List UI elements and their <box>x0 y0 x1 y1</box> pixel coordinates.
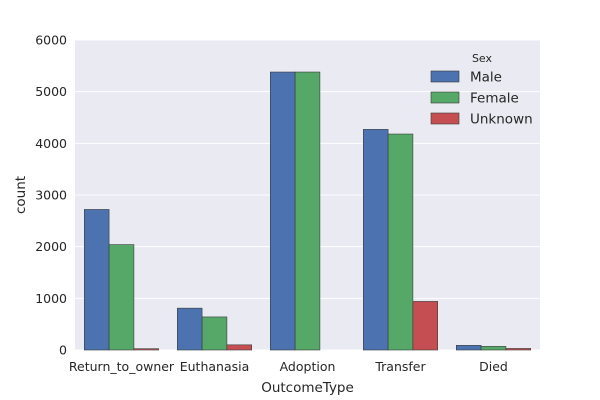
x-tick-label: Transfer <box>374 359 426 374</box>
bar-male-return-to-owner <box>84 209 110 351</box>
y-tick-label: 4000 <box>35 136 67 151</box>
bar-female-adoption <box>294 71 321 351</box>
x-tick-label: Died <box>479 359 508 374</box>
x-tick-labels: Return_to_owner Euthanasia Adoption Transfe… <box>69 359 508 374</box>
bar-female-return-to-owner <box>108 244 135 351</box>
y-tick-labels: 0 1000 2000 3000 4000 5000 6000 <box>35 33 67 358</box>
bar-unknown-return-to-owner <box>133 348 159 351</box>
bar-female-euthanasia <box>201 316 228 351</box>
legend-swatch-female <box>430 91 460 104</box>
bar-male-adoption <box>269 71 296 351</box>
y-axis-label: count <box>13 176 29 214</box>
legend-swatch-male <box>430 70 460 83</box>
y-tick-label: 1000 <box>35 291 67 306</box>
bars <box>84 71 531 351</box>
legend: Sex Male Female Unknown <box>430 52 533 128</box>
x-axis-label: OutcomeType <box>261 380 354 396</box>
bar-male-transfer <box>362 129 389 351</box>
x-tick-label: Return_to_owner <box>69 359 175 374</box>
y-tick-label: 3000 <box>35 188 67 203</box>
bar-female-died <box>480 346 507 351</box>
y-tick-label: 6000 <box>35 33 67 48</box>
y-tick-label: 5000 <box>35 84 67 99</box>
bar-unknown-died <box>505 348 531 351</box>
bar-unknown-euthanasia <box>226 344 252 351</box>
bar-male-euthanasia <box>177 307 203 351</box>
legend-label-male: Male <box>470 70 502 86</box>
x-tick-label: Euthanasia <box>180 359 250 374</box>
x-tick-label: Adoption <box>280 359 336 374</box>
legend-label-unknown: Unknown <box>470 112 533 128</box>
legend-title: Sex <box>472 52 493 65</box>
legend-swatch-unknown <box>430 112 460 125</box>
legend-label-female: Female <box>470 91 519 107</box>
y-tick-label: 0 <box>59 343 67 358</box>
bar-unknown-transfer <box>412 301 438 351</box>
bar-male-died <box>455 345 482 351</box>
y-tick-label: 2000 <box>35 239 67 254</box>
bar-female-transfer <box>387 133 414 351</box>
